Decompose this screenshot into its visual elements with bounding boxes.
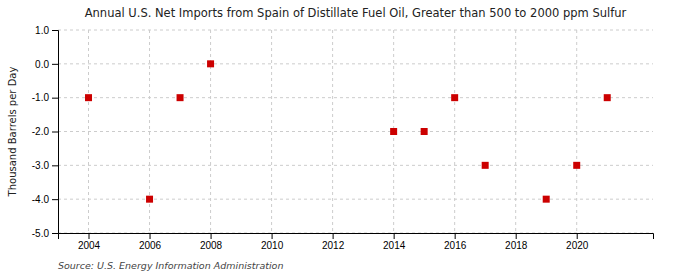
point [207,60,214,67]
x-tick-label: 2020 [566,240,589,251]
y-tick: -3.0 [32,160,58,171]
x-tick-mark [272,233,273,239]
x-axis: 2004 2006 2008 2010 2012 2014 2016 2018 2020 [59,233,654,251]
y-tick-mark [52,64,58,65]
x-tick-mark [577,233,578,239]
y-tick-label: -1.0 [32,92,50,103]
grid [58,30,653,233]
y-tick-label: 1.0 [35,25,49,36]
y-grid-line [58,165,653,166]
x-tick: 2016 [444,233,467,251]
y-axis-label: Thousand Barrels per Day [7,67,18,198]
title: Annual U.S. Net Imports from Spain of Di… [85,6,627,20]
x-tick: 2020 [566,233,589,251]
point [146,196,153,203]
y-tick-label: -3.0 [32,160,50,171]
point [573,162,580,169]
point [421,128,428,135]
x-tick-mark [516,233,517,239]
chart: 2004 2006 2008 2010 2012 2014 2016 2018 2020 1.0 0… [0,0,675,275]
y-tick: -5.0 [32,228,58,239]
point [604,94,611,101]
x-grid-line [271,30,272,233]
x-tick-mark [89,233,90,239]
x-tick-label: 2010 [261,240,284,251]
x-tick: 2010 [261,233,284,251]
point [482,162,489,169]
y-tick: -1.0 [32,92,58,103]
y-grid-line [58,30,653,31]
y-tick-mark [52,132,58,133]
y-tick: -2.0 [32,126,58,137]
y-tick-mark [52,30,58,31]
marks [85,60,611,202]
x-tick: 2014 [383,233,406,251]
y-tick: 0.0 [35,59,58,70]
x-grid-line [332,30,333,233]
y-tick-label: 0.0 [35,59,49,70]
x-tick: 2004 [78,233,101,251]
x-grid-line [88,30,89,233]
y-axis: 1.0 0.0 -1.0 -2.0 -3.0 -4.0 -5.0 [32,25,59,239]
x-tick-mark [333,233,334,239]
x-tick-label: 2014 [383,240,406,251]
plot-area: 2004 2006 2008 2010 2012 2014 2016 2018 2020 1.0 0… [32,25,654,251]
y-grid-line [58,63,653,64]
x-tick-label: 2012 [322,240,345,251]
point [177,94,184,101]
x-tick-label: 2018 [505,240,528,251]
y-axis-line [52,31,59,234]
y-tick-label: -2.0 [32,126,50,137]
x-axis-line [59,234,654,240]
y-tick-mark [52,233,58,234]
x-tick-label: 2006 [139,240,162,251]
x-tick-mark [150,233,151,239]
y-tick-mark [52,98,58,99]
y-grid-line [58,97,653,98]
y-tick-mark [52,165,58,166]
x-tick: 2012 [322,233,345,251]
x-grid-line [576,30,577,233]
x-tick-mark [211,233,212,239]
y-grid-line [58,131,653,132]
point [451,94,458,101]
y-tick: 1.0 [35,25,58,36]
x-tick: 2018 [505,233,528,251]
x-tick-label: 2016 [444,240,467,251]
source-note: Source: U.S. Energy Information Administ… [58,260,283,271]
x-tick-mark [394,233,395,239]
y-tick-mark [52,199,58,200]
x-tick: 2006 [139,233,162,251]
y-tick-label: -4.0 [32,194,50,205]
x-grid-line [454,30,455,233]
point [85,94,92,101]
x-tick-label: 2004 [78,240,101,251]
x-tick: 2008 [200,233,223,251]
y-tick-label: -5.0 [32,228,50,239]
point [390,128,397,135]
x-grid-line [515,30,516,233]
point [543,196,550,203]
x-tick-mark [455,233,456,239]
y-tick: -4.0 [32,194,58,205]
x-tick-label: 2008 [200,240,223,251]
